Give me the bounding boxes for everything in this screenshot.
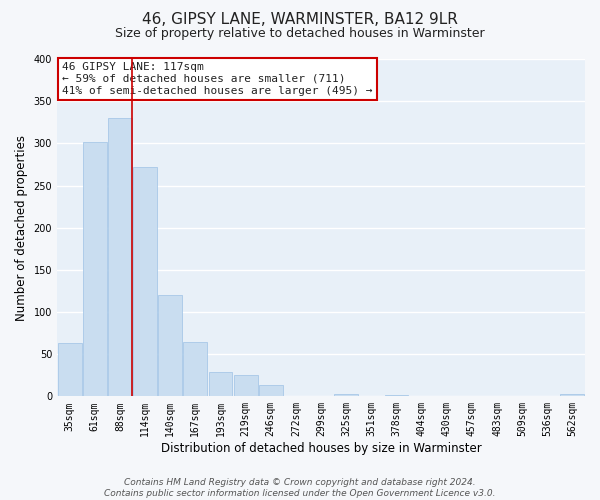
Bar: [334, 394, 358, 396]
X-axis label: Distribution of detached houses by size in Warminster: Distribution of detached houses by size …: [161, 442, 481, 455]
Bar: [58, 343, 82, 396]
Bar: [233, 375, 257, 396]
Bar: [108, 118, 132, 396]
Text: 46, GIPSY LANE, WARMINSTER, BA12 9LR: 46, GIPSY LANE, WARMINSTER, BA12 9LR: [142, 12, 458, 28]
Text: Size of property relative to detached houses in Warminster: Size of property relative to detached ho…: [115, 28, 485, 40]
Bar: [209, 372, 232, 396]
Bar: [133, 167, 157, 396]
Bar: [83, 142, 107, 396]
Bar: [385, 394, 409, 396]
Text: Contains HM Land Registry data © Crown copyright and database right 2024.
Contai: Contains HM Land Registry data © Crown c…: [104, 478, 496, 498]
Bar: [259, 386, 283, 396]
Bar: [158, 295, 182, 396]
Y-axis label: Number of detached properties: Number of detached properties: [15, 134, 28, 320]
Text: 46 GIPSY LANE: 117sqm
← 59% of detached houses are smaller (711)
41% of semi-det: 46 GIPSY LANE: 117sqm ← 59% of detached …: [62, 62, 373, 96]
Bar: [560, 394, 584, 396]
Bar: [184, 342, 207, 396]
